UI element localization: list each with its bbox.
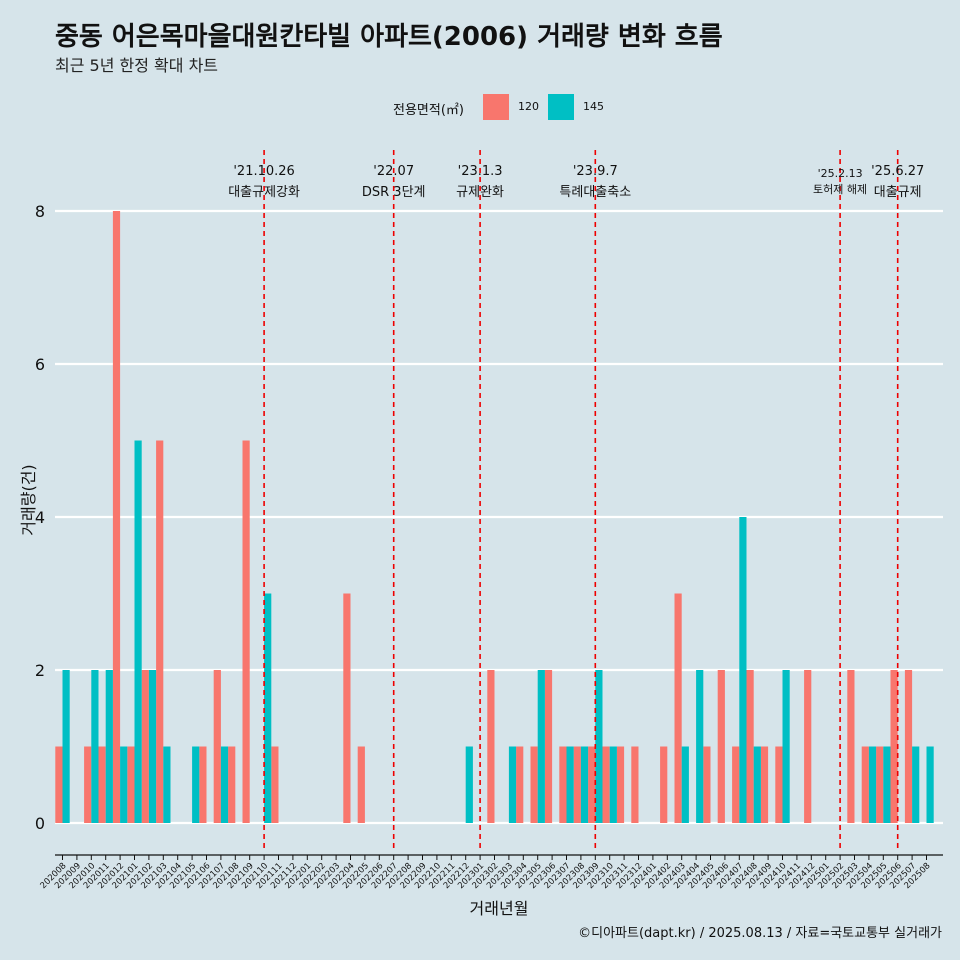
bar-120-202101	[127, 746, 135, 823]
bar-145-202504	[868, 746, 877, 823]
annotation-label-202309: 특례대출축소	[559, 185, 631, 200]
bar-120-202312	[631, 746, 639, 823]
source-caption: ©디아파트(dapt.kr) / 2025.08.13 / 자료=국토교통부 실…	[578, 926, 942, 941]
bar-145-202307	[566, 746, 574, 823]
bar-120-202412	[804, 670, 812, 823]
annotation-date-202301: '23.1.3	[458, 164, 503, 179]
bar-120-202109	[242, 440, 250, 823]
legend: 전용면적(㎡) 120 145	[0, 93, 960, 121]
bar-145-202408	[753, 746, 761, 823]
annotation-label-202207: DSR 3단계	[362, 185, 426, 200]
bar-120-202304	[516, 746, 524, 823]
annotation-date-202506: '25.6.27	[871, 164, 924, 179]
page-title: 중동 어은목마을대원칸타빌 아파트(2006) 거래량 변화 흐름	[55, 22, 723, 52]
bar-145-202407	[739, 517, 747, 823]
bar-120-202102	[141, 670, 149, 823]
y-tick-label-2: 2	[35, 661, 45, 680]
bar-120-202403	[674, 593, 682, 823]
bar-120-202106	[199, 746, 207, 823]
legend-key-145	[548, 94, 574, 120]
bar-145-202403	[681, 746, 689, 823]
bar-145-202507	[912, 746, 920, 823]
bar-120-202409	[760, 746, 769, 823]
bar-120-202410	[775, 746, 783, 823]
y-tick-label-8: 8	[35, 202, 45, 221]
bar-120-202310	[602, 746, 610, 823]
annotation-date-202110: '21.10.26	[233, 164, 294, 179]
bar-145-202105	[192, 746, 200, 823]
bar-120-202504	[861, 746, 869, 823]
bar-145-202508	[926, 746, 934, 823]
bar-120-202405	[703, 746, 711, 823]
bar-120-202505	[876, 746, 884, 823]
bar-145-202010	[91, 670, 99, 823]
bar-120-202507	[904, 670, 913, 823]
annotation-date-202502: '25.2.13	[818, 167, 863, 180]
bar-120-202108	[228, 746, 236, 823]
bar-145-202103	[163, 746, 171, 823]
x-axis-title: 거래년월	[470, 899, 529, 918]
bar-145-202011	[105, 670, 113, 823]
bar-145-202308	[580, 746, 589, 823]
annotation-date-202207: '22.07	[373, 164, 414, 179]
annotation-label-202502: 토허제 해제	[813, 182, 867, 196]
bar-120-202010	[84, 746, 92, 823]
bar-120-202503	[847, 670, 855, 823]
bar-120-202305	[530, 746, 538, 823]
bar-120-202309	[588, 746, 596, 823]
legend-key-120	[483, 94, 509, 120]
bar-120-202406	[717, 670, 725, 823]
bar-145-202303	[508, 746, 517, 823]
y-tick-label-4: 4	[35, 508, 45, 527]
annotation-date-202309: '23.9.7	[573, 164, 618, 179]
bar-120-202011	[98, 746, 106, 823]
bar-145-202102	[148, 670, 157, 823]
bar-145-202404	[696, 670, 704, 823]
bar-145-202212	[465, 746, 473, 823]
bar-120-202306	[544, 670, 553, 823]
bar-120-202204	[343, 593, 351, 823]
bar-145-202101	[134, 440, 142, 823]
y-tick-label-0: 0	[35, 814, 45, 833]
legend-title: 전용면적(㎡)	[393, 103, 464, 118]
annotation-label-202301: 규제완화	[456, 185, 504, 200]
bar-120-202107	[213, 670, 221, 823]
bar-120-202012	[112, 211, 121, 823]
bar-145-202305	[537, 670, 545, 823]
bar-120-202311	[616, 746, 625, 823]
page-subtitle: 최근 5년 한정 확대 차트	[55, 56, 219, 75]
bar-145-202310	[609, 746, 617, 823]
legend-label-145: 145	[583, 100, 604, 113]
bar-145-202012	[120, 746, 128, 823]
bar-120-202506	[890, 670, 898, 823]
bar-120-202407	[732, 746, 740, 823]
y-axis-title: 거래량(건)	[19, 464, 38, 535]
bar-120-202111	[271, 746, 279, 823]
bar-120-202103	[156, 440, 164, 823]
legend-label-120: 120	[518, 100, 539, 113]
bar-145-202505	[883, 746, 891, 823]
bar-120-202307	[559, 746, 567, 823]
annotation-label-202506: 대출규제	[874, 185, 922, 200]
y-tick-label-6: 6	[35, 355, 45, 374]
bar-120-202402	[660, 746, 668, 823]
bar-145-202008	[62, 670, 70, 823]
bar-120-202408	[746, 670, 754, 823]
bar-145-202309	[595, 670, 603, 823]
bar-120-202008	[55, 746, 63, 823]
bar-120-202302	[487, 670, 495, 823]
bar-145-202107	[220, 746, 229, 823]
bar-120-202205	[357, 746, 365, 823]
bar-145-202410	[782, 670, 790, 823]
annotation-label-202110: 대출규제강화	[228, 185, 300, 200]
bar-120-202308	[573, 746, 581, 823]
bar-145-202110	[264, 593, 272, 823]
